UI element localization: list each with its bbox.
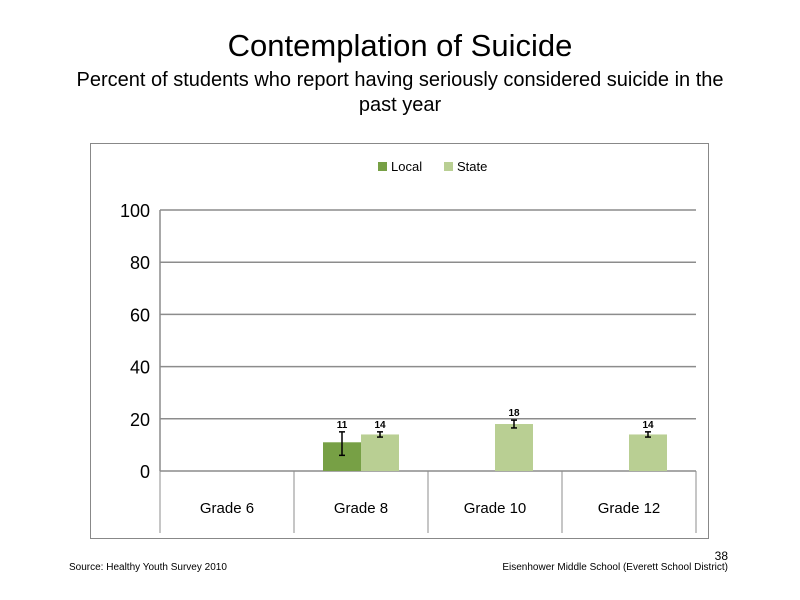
y-tick-label: 40 [130,358,150,378]
footer-school: Eisenhower Middle School (Everett School… [502,562,728,573]
x-tick-label: Grade 10 [464,500,527,517]
legend-label: Local [391,159,422,174]
slide-subtitle: Percent of students who report having se… [76,69,724,116]
y-tick-label: 100 [120,201,150,221]
source-note: Source: Healthy Youth Survey 2010 [69,562,227,573]
data-label: 14 [642,420,654,431]
y-tick-label: 80 [130,253,150,273]
y-tick-label: 20 [130,410,150,430]
chart-frame [90,143,709,539]
x-tick-label: Grade 8 [334,500,388,517]
data-label: 14 [374,420,386,431]
x-tick-label: Grade 6 [200,500,254,517]
bar-state [495,424,533,471]
data-label: 18 [508,408,520,419]
x-tick-label: Grade 12 [598,500,661,517]
slide-title: Contemplation of Suicide [227,28,573,63]
legend-swatch-state [444,162,453,171]
data-label: 11 [337,420,348,431]
y-tick-label: 0 [140,462,150,482]
bar-state [629,434,667,471]
page-number: 38 [714,549,728,563]
legend-swatch-local [378,162,387,171]
y-tick-label: 60 [130,305,150,325]
legend-label: State [457,159,487,174]
bar-state [361,434,399,471]
